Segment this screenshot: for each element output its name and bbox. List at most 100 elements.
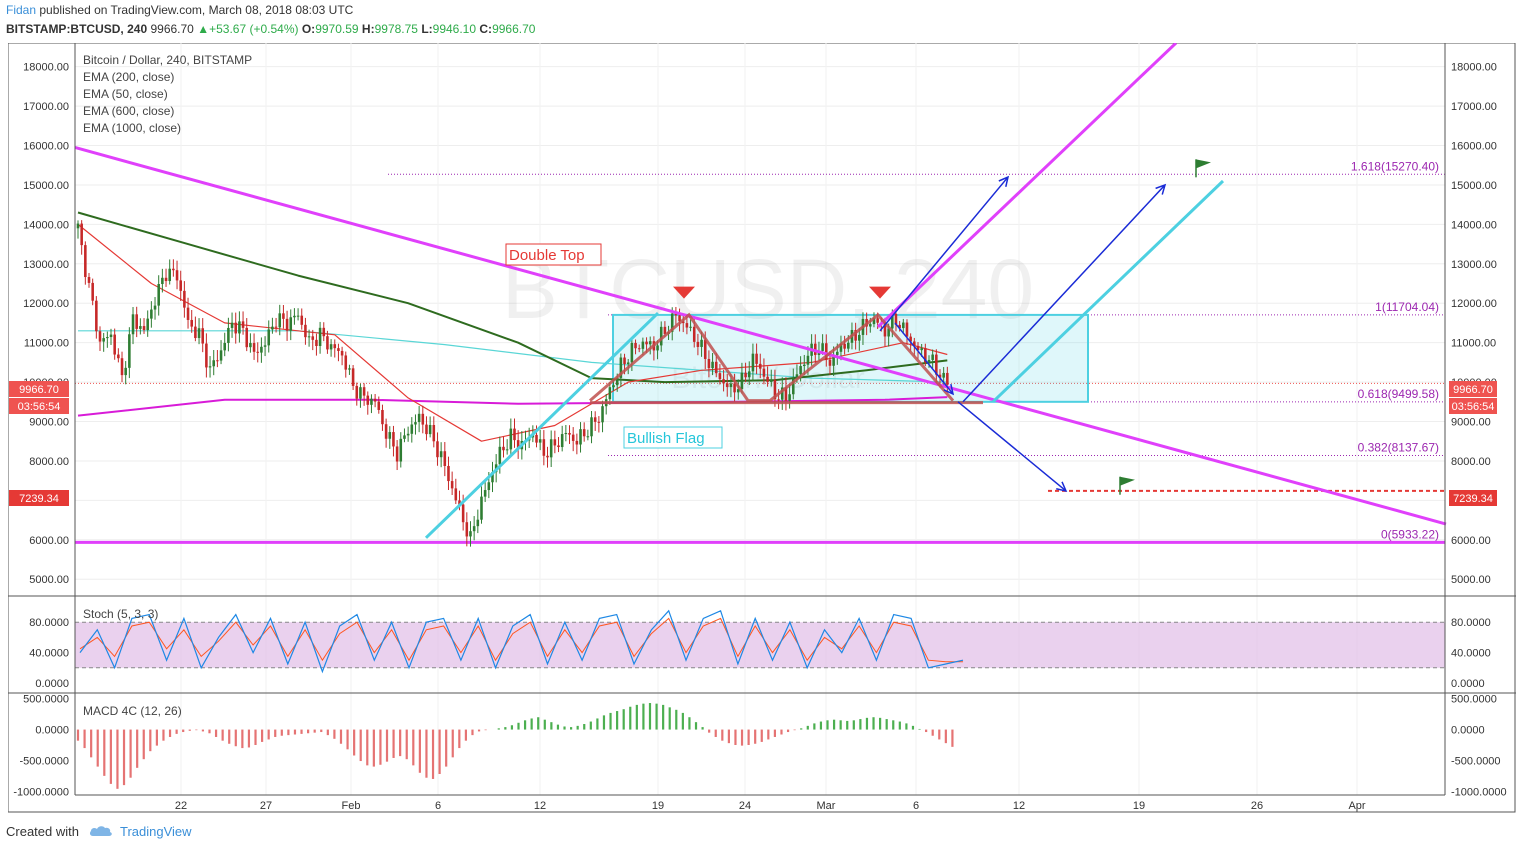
candle-body: [887, 328, 890, 337]
candle-body: [84, 245, 87, 278]
candle-body: [891, 313, 894, 329]
candle-body: [102, 338, 105, 342]
candle-body: [755, 353, 758, 364]
candle-body: [648, 341, 652, 345]
candle-body: [729, 383, 733, 387]
price-tick-left: 11000.00: [24, 338, 69, 350]
legend-ema-600: EMA (600, close): [83, 104, 174, 118]
price-tick-left: 13000.00: [23, 259, 69, 271]
candle-body: [843, 343, 846, 349]
candle-body: [795, 374, 799, 379]
price-tick-left: 12000.00: [23, 298, 69, 310]
candle-body: [593, 417, 597, 422]
candle-body: [366, 395, 370, 405]
candle-body: [913, 341, 916, 346]
candle-body: [601, 406, 604, 423]
candle-body: [315, 339, 318, 347]
candle-body: [307, 336, 311, 338]
candle-body: [186, 307, 190, 320]
candle-body: [685, 323, 689, 328]
candle-body: [197, 328, 201, 339]
candle-body: [670, 313, 674, 332]
candle-body: [230, 322, 234, 328]
candle-body: [278, 313, 282, 328]
price-tick-right: 9000.00: [1451, 417, 1491, 429]
candle-body: [425, 424, 428, 435]
candle-body: [417, 413, 421, 423]
candle-body: [663, 326, 667, 334]
candle-body: [98, 331, 102, 342]
tradingview-link[interactable]: TradingView: [120, 824, 192, 839]
candle-body: [256, 351, 260, 353]
price-tick-right: 11000.00: [1451, 338, 1496, 350]
candle-body: [791, 378, 795, 395]
candle-body: [549, 439, 553, 458]
candle-body: [311, 336, 315, 340]
stoch-tick-left: 80.0000: [29, 617, 69, 629]
candle-body: [201, 328, 204, 344]
candle-body: [700, 339, 703, 347]
candle-body: [751, 353, 755, 372]
candle-body: [557, 445, 560, 448]
symbol-label: BITSTAMP:BTCUSD, 240: [6, 22, 148, 36]
descending-trendline: [74, 146, 1447, 526]
time-tick-label: 24: [739, 800, 751, 812]
price-tick-left: 14000.00: [23, 219, 69, 231]
candle-body: [157, 284, 160, 306]
candle-body: [784, 387, 788, 401]
candle-body: [703, 339, 707, 359]
candle-body: [564, 432, 568, 435]
candle-body: [329, 344, 333, 350]
candle-body: [714, 361, 718, 374]
candle-body: [619, 357, 623, 378]
target-flag-icon: [1196, 159, 1211, 169]
low-value: 9946.10: [432, 22, 477, 36]
candle-body: [381, 409, 384, 425]
price-change: +53.67 (+0.54%): [209, 22, 299, 36]
candle-body: [263, 345, 267, 347]
candle-body: [747, 371, 751, 378]
candle-body: [641, 341, 645, 349]
candle-body: [399, 438, 403, 462]
price-badge-left: 9966.70: [19, 384, 59, 396]
arrow-down-1-head: [943, 383, 955, 396]
price-tick-right: 14000.00: [1451, 219, 1497, 231]
bullish-flag-text: Bullish Flag: [627, 430, 705, 447]
candle-body: [373, 398, 377, 402]
candle-body: [854, 329, 857, 341]
created-with-text: Created with: [6, 824, 79, 839]
candle-body: [876, 318, 879, 323]
stoch-title: Stoch (5, 3, 3): [83, 607, 158, 621]
candle-body: [377, 401, 381, 410]
candle-body: [780, 387, 784, 400]
bullish-flag-box: [612, 313, 1089, 403]
time-tick-label: 6: [435, 800, 441, 812]
candle-body: [502, 446, 505, 451]
price-badges: 9966.70 03:56:54 9966.70 03:56:54 7239.3…: [9, 381, 1497, 506]
candle-body: [392, 432, 395, 447]
price-tick-left: 5000.00: [29, 574, 69, 586]
candle-body: [491, 472, 494, 483]
candle-body: [249, 343, 252, 348]
candle-body: [267, 329, 271, 346]
chart-area[interactable]: BTCUSD, 240 Bitcoin / Dollar 1.618(15270…: [7, 41, 1516, 813]
candle-body: [179, 280, 182, 291]
candle-body: [245, 327, 249, 348]
macd-tick-right: -500.0000: [1451, 755, 1501, 767]
candle-body: [344, 355, 348, 370]
candle-body: [946, 372, 949, 385]
time-tick-label: 27: [260, 800, 272, 812]
author-link[interactable]: Fidan: [6, 3, 37, 17]
double-top-pattern: [589, 312, 955, 403]
candle-body: [869, 324, 872, 327]
candle-body: [168, 268, 171, 282]
double-top-label: Double Top: [505, 243, 602, 266]
candle-body: [828, 359, 832, 366]
candle-body: [586, 436, 590, 438]
high-label: H:: [361, 22, 375, 36]
candle-body: [76, 223, 80, 229]
candle-body: [498, 446, 502, 465]
chart-svg[interactable]: BTCUSD, 240 Bitcoin / Dollar 1.618(15270…: [7, 41, 1516, 813]
candle-body: [909, 336, 912, 342]
price-tick-right: 6000.00: [1451, 535, 1491, 547]
